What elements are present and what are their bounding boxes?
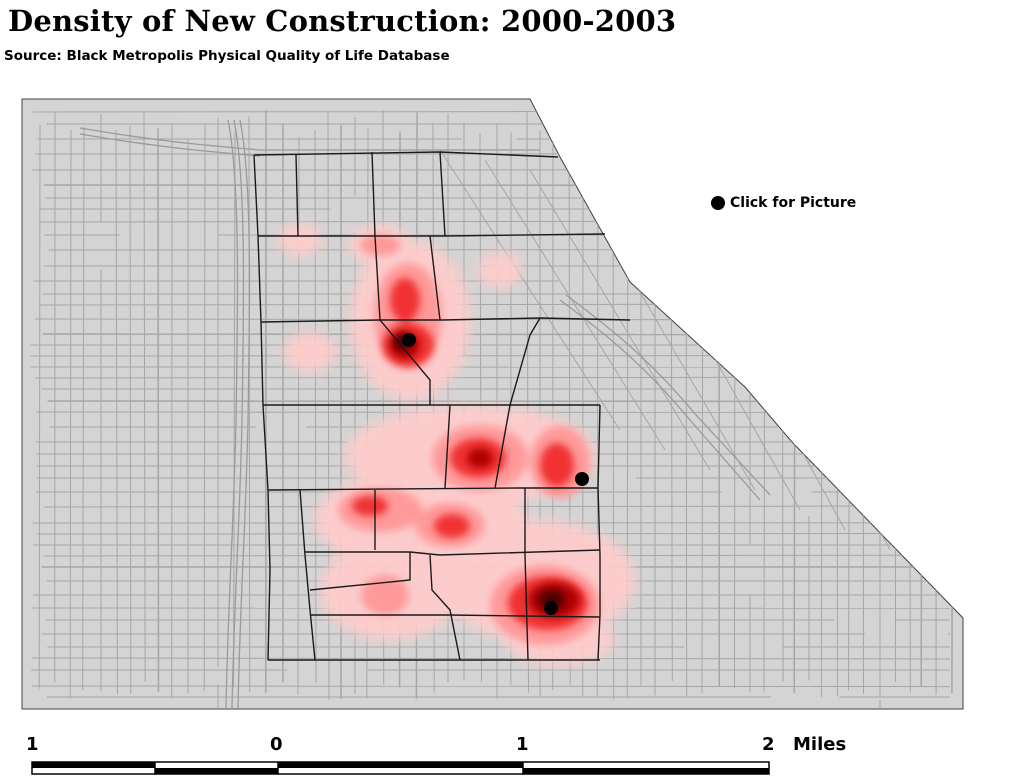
street [69,129,72,699]
street [439,149,621,431]
community-boundaries [253,151,631,661]
picture-marker[interactable] [575,472,589,486]
scale-label-2: 2 [762,734,775,755]
scale-unit: Miles [793,734,847,755]
street [82,126,85,691]
scale-bar [31,761,770,775]
street [951,112,954,693]
street [248,116,251,693]
street [129,126,132,694]
page-title: Density of New Construction: 2000-2003 [8,4,677,38]
picture-marker[interactable] [402,333,416,347]
expressway [79,119,771,709]
street [793,136,796,694]
scale-label-1-left: 1 [26,734,39,755]
street [894,127,897,682]
picture-markers[interactable] [402,333,589,615]
legend-label: Click for Picture [730,195,857,211]
street [42,333,951,336]
street [31,685,951,688]
scale-label-0: 0 [270,734,283,755]
street [143,112,146,682]
street [484,159,666,451]
scale-label-1-right: 1 [516,734,529,755]
street [203,123,206,692]
street [31,657,951,660]
street [920,130,923,686]
street [862,112,865,694]
page-subtitle: Source: Black Metropolis Physical Qualit… [4,48,450,64]
picture-marker[interactable] [544,601,558,615]
construction-density-layer [278,224,635,665]
click-for-picture-legend[interactable]: Click for Picture [711,195,856,211]
black-dot-icon [711,196,725,210]
